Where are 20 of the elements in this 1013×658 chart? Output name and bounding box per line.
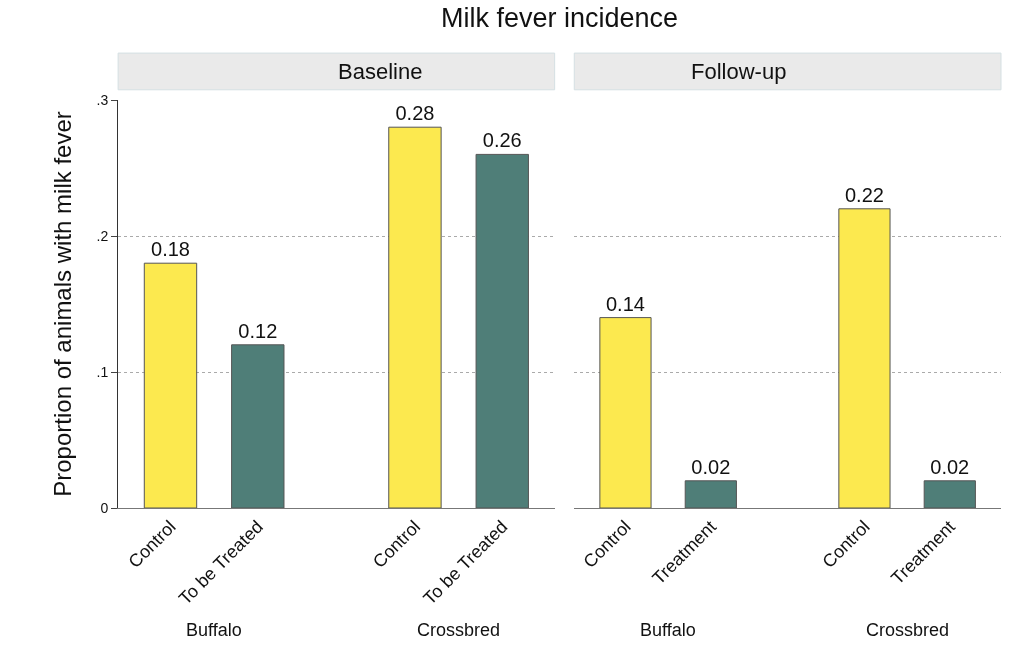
data-label: 0.12 (238, 319, 278, 342)
data-label: 0.02 (691, 455, 731, 478)
text: Crossbred (866, 620, 950, 640)
data-label: 0.28 (395, 102, 435, 125)
text: Buffalo (186, 620, 242, 640)
chart-title: Milk fever incidence (441, 3, 679, 33)
y-tick-label: .1 (96, 363, 109, 380)
data-label: 0.14 (606, 292, 645, 315)
data-label: 0.26 (482, 129, 522, 152)
data-label: 0.22 (844, 183, 884, 206)
y-tick-label: .3 (96, 91, 109, 108)
y-tick-label: 0 (100, 499, 109, 516)
text: Buffalo (640, 620, 696, 640)
chart-subtitle: Baseline (338, 59, 423, 84)
data-label: 0.02 (930, 455, 970, 478)
y-axis-title: Proportion of animals with milk fever (48, 111, 76, 497)
y-tick-label: .2 (96, 227, 109, 244)
chart-subtitle: Follow-up (691, 59, 787, 84)
text: Crossbred (417, 620, 501, 640)
data-label: 0.18 (151, 238, 190, 261)
